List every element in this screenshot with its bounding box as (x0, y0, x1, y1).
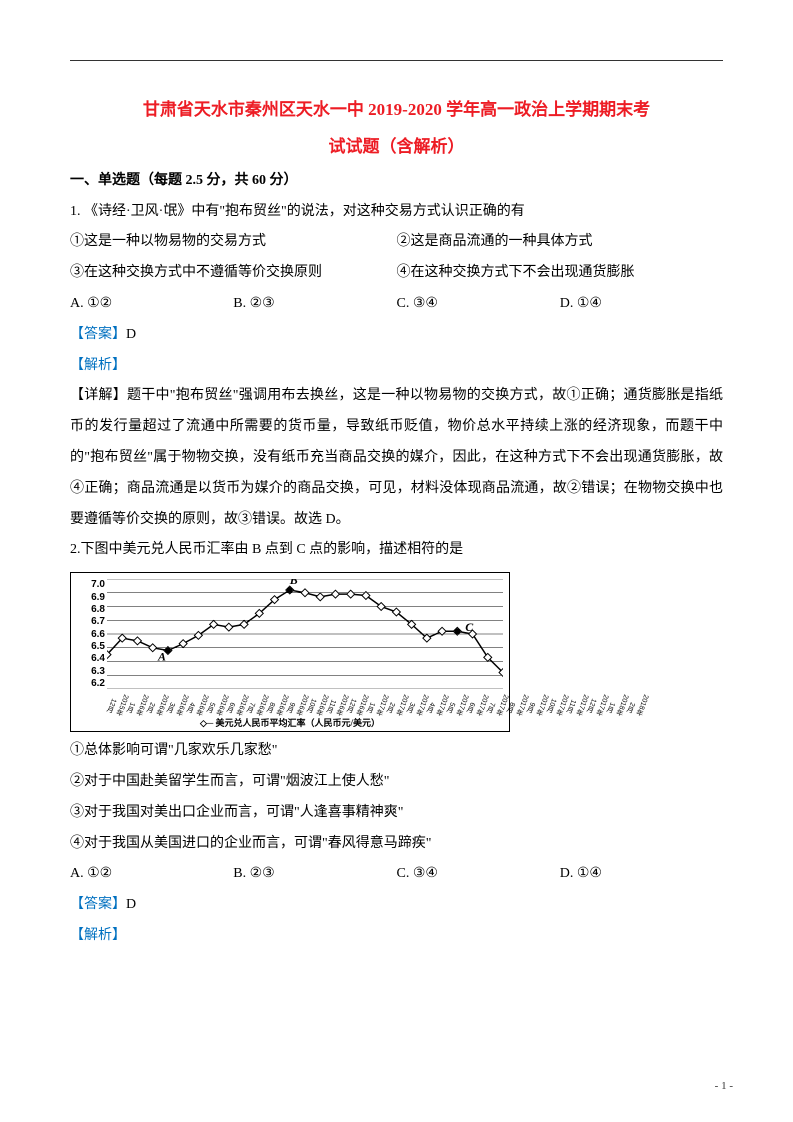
q1-answer-label: 【答案】 (70, 327, 126, 342)
q1-optB: B. ②③ (233, 289, 396, 320)
q2-answer-value: D (126, 897, 136, 912)
page-number: - 1 - (715, 1080, 733, 1092)
top-divider (70, 60, 723, 61)
chart-y-labels: 7.06.96.86.76.66.56.46.36.2 (73, 579, 105, 689)
q1-opt-circle-3: ③在这种交换方式中不遵循等价交换原则 (70, 258, 397, 289)
q1-optA: A. ①② (70, 289, 233, 320)
q2-optA: A. ①② (70, 859, 233, 890)
doc-title-line1: 甘肃省天水市秦州区天水一中 2019-2020 学年高一政治上学期期末考 (70, 91, 723, 128)
chart-svg: A B C (107, 579, 503, 689)
chart-legend-text: 美元兑人民币平均汇率（人民币元/美元） (216, 718, 381, 728)
chart-x-labels: 2015年12月2016年1月2016年2月2016年3月2016年4月2016… (107, 691, 503, 715)
q1-answer-value: D (126, 327, 136, 342)
exchange-rate-chart: 7.06.96.86.76.66.56.46.36.2 A B C 2015年12月… (70, 572, 510, 732)
q1-jiexi-label: 【解析】 (70, 351, 723, 382)
q2-answer-label: 【答案】 (70, 897, 126, 912)
q2-line4: ④对于我国从美国进口的企业而言，可谓"春风得意马蹄疾" (70, 829, 723, 860)
q1-optD: D. ①④ (560, 289, 723, 320)
q2-stem: 2.下图中美元兑人民币汇率由 B 点到 C 点的影响，描述相符的是 (70, 535, 723, 566)
q2-optD: D. ①④ (560, 859, 723, 890)
q1-stem: 1. 《诗经·卫风·氓》中有"抱布贸丝"的说法，对这种交易方式认识正确的有 (70, 197, 723, 228)
q1-detail: 【详解】题干中"抱布贸丝"强调用布去换丝，这是一种以物易物的交换方式，故①正确；… (70, 381, 723, 535)
svg-text:B: B (289, 579, 298, 587)
section-header: 一、单选题（每题 2.5 分，共 60 分） (70, 166, 723, 197)
q2-optC: C. ③④ (397, 859, 560, 890)
q2-optB: B. ②③ (233, 859, 396, 890)
q2-line2: ②对于中国赴美留学生而言，可谓"烟波江上使人愁" (70, 767, 723, 798)
q2-line1: ①总体影响可谓"几家欢乐几家愁" (70, 736, 723, 767)
q2-line3: ③对于我国对美出口企业而言，可谓"人逢喜事精神爽" (70, 798, 723, 829)
q1-opt-circle-2: ②这是商品流通的一种具体方式 (397, 227, 724, 258)
q1-opt-circle-4: ④在这种交换方式下不会出现通货膨胀 (397, 258, 724, 289)
svg-text:C: C (465, 620, 474, 634)
q1-optC: C. ③④ (397, 289, 560, 320)
doc-title-line2: 试试题（含解析） (70, 128, 723, 165)
q1-opt-circle-1: ①这是一种以物易物的交易方式 (70, 227, 397, 258)
svg-text:A: A (157, 650, 166, 664)
chart-legend: ◇─ 美元兑人民币平均汇率（人民币元/美元） (71, 716, 509, 729)
q2-jiexi-label: 【解析】 (70, 921, 723, 952)
